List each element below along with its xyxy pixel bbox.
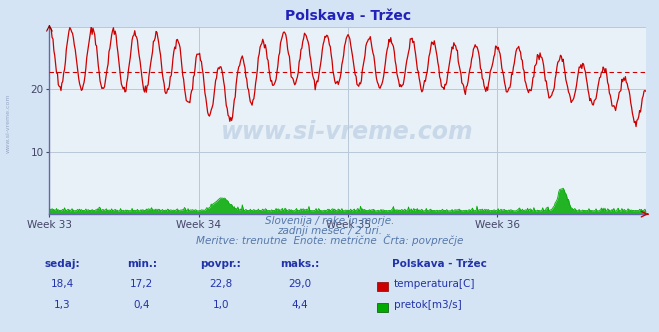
Text: 22,8: 22,8 xyxy=(209,279,233,289)
Text: 29,0: 29,0 xyxy=(288,279,312,289)
Text: maks.:: maks.: xyxy=(280,259,320,269)
Title: Polskava - Tržec: Polskava - Tržec xyxy=(285,9,411,23)
Text: www.si-vreme.com: www.si-vreme.com xyxy=(5,93,11,153)
Text: www.si-vreme.com: www.si-vreme.com xyxy=(221,120,474,144)
Text: Meritve: trenutne  Enote: metrične  Črta: povprečje: Meritve: trenutne Enote: metrične Črta: … xyxy=(196,234,463,246)
Text: pretok[m3/s]: pretok[m3/s] xyxy=(394,300,462,310)
Text: min.:: min.: xyxy=(127,259,157,269)
Text: 0,4: 0,4 xyxy=(133,300,150,310)
Text: Polskava - Tržec: Polskava - Tržec xyxy=(392,259,487,269)
Text: 18,4: 18,4 xyxy=(51,279,74,289)
Text: 1,0: 1,0 xyxy=(212,300,229,310)
Text: 17,2: 17,2 xyxy=(130,279,154,289)
Text: sedaj:: sedaj: xyxy=(45,259,80,269)
Text: Slovenija / reke in morje.: Slovenija / reke in morje. xyxy=(265,216,394,226)
Text: 4,4: 4,4 xyxy=(291,300,308,310)
Text: temperatura[C]: temperatura[C] xyxy=(394,279,476,289)
Text: zadnji mesec / 2 uri.: zadnji mesec / 2 uri. xyxy=(277,226,382,236)
Text: povpr.:: povpr.: xyxy=(200,259,241,269)
Text: 1,3: 1,3 xyxy=(54,300,71,310)
